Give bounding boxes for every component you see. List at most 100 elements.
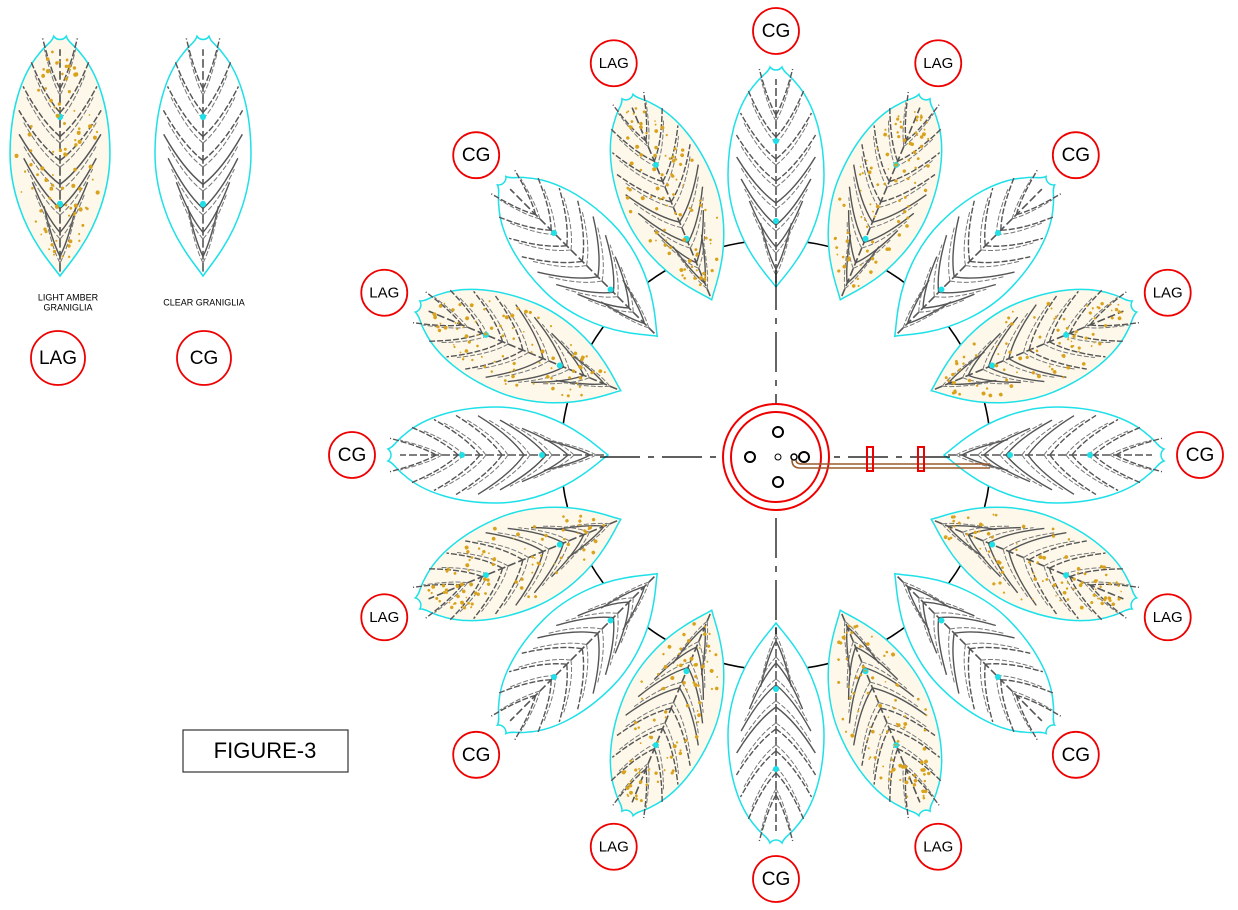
leaf-label: LAG [369,609,399,626]
amber-dot [68,90,71,93]
amber-dot [79,207,83,211]
amber-dot [74,204,78,208]
leaf-label: LAG [1153,609,1183,626]
leaf [155,36,251,276]
leaf-point [773,686,779,692]
amber-dot [40,234,42,236]
amber-dot [36,173,39,176]
amber-dot [56,114,60,118]
leaf [944,407,1164,503]
leaf-label: LAG [923,839,953,856]
amber-dot [69,68,71,70]
amber-dot [63,122,66,125]
amber-dot [31,187,33,190]
amber-dot [28,132,32,136]
amber-dot [59,109,61,111]
amber-dot [65,77,68,80]
amber-dot [68,256,70,258]
amber-dot [73,214,75,216]
amber-dot [92,179,94,181]
leaf-point [773,218,779,224]
leaf-label: CG [462,745,491,766]
amber-dot [96,131,98,133]
amber-dot [52,151,54,153]
amber-dot [37,89,40,92]
leaf-label: LAG [1153,285,1183,302]
amber-dot [77,131,81,135]
amber-dot [61,187,64,190]
leaf-label: LAG [923,55,953,72]
amber-dot [78,127,80,130]
leaf-label: CG [1186,445,1215,466]
amber-dot [67,244,70,247]
leaf-label: CG [762,869,791,890]
amber-dot [49,99,53,103]
leaf-point [200,201,206,208]
amber-dot [53,254,55,256]
amber-dot [85,207,87,209]
amber-dot [45,230,48,233]
leaf-label: LAG [599,839,629,856]
amber-dot [53,250,56,253]
leaf-label: LAG [599,55,629,72]
drawing: CGLAGCGLAGCGLAGCGLAGCGLAGCGLAGCGLAGCGLAG… [0,0,1238,910]
leaf [10,36,110,276]
amber-dot [78,187,82,191]
amber-dot [54,106,56,108]
amber-dot [78,233,80,235]
amber-dot [81,224,84,227]
amber-dot [64,148,67,151]
amber-dot [67,64,71,68]
amber-dot [21,191,23,193]
amber-dot [49,197,52,200]
legend-code: LAG [39,348,77,369]
hub [723,404,829,510]
amber-dot [42,68,44,71]
amber-dot [24,170,26,172]
amber-dot [71,184,75,188]
amber-dot [29,163,32,166]
leaf-point [459,452,465,458]
amber-dot [46,57,50,61]
leaf-label: CG [1062,145,1091,166]
amber-dot [89,165,93,169]
legend: LIGHT AMBER GRANIGLIA CLEAR GRANIGLIA LA… [10,36,251,385]
amber-dot [74,139,76,141]
amber-dot [58,61,60,63]
amber-dot [46,69,50,73]
hub-outer [723,404,829,510]
amber-dot [55,61,58,64]
leaf-label: CG [462,145,491,166]
amber-dot [73,72,77,76]
amber-dot [78,140,82,144]
amber-dot [35,220,37,222]
amber-dot [40,166,44,170]
amber-dot [55,240,57,242]
amber-dot [96,190,100,194]
leaf [728,623,824,843]
amber-dot [66,59,69,62]
amber-dot [93,125,95,127]
amber-dot [30,125,33,128]
leaf-point [200,114,206,121]
amber-dot [30,149,33,152]
amber-dot [44,178,48,182]
leaf-label: LAG [369,285,399,302]
amber-dot [51,50,54,53]
amber-dot [73,66,76,69]
amber-dot [68,215,70,217]
amber-dot [69,207,72,210]
leaf [728,67,824,287]
figure-label: FIGURE-3 [214,738,317,763]
leaf-point [773,766,779,772]
amber-dot [52,174,54,176]
amber-dot [65,204,67,207]
leaf-point [539,452,545,458]
leaf-point [1007,452,1013,458]
amber-dot [39,209,42,212]
legend-name: GRANIGLIA [43,302,92,312]
leaf [388,407,608,503]
legend-name: CLEAR GRANIGLIA [163,297,245,307]
amber-dot [69,239,73,243]
amber-dot [49,187,53,191]
